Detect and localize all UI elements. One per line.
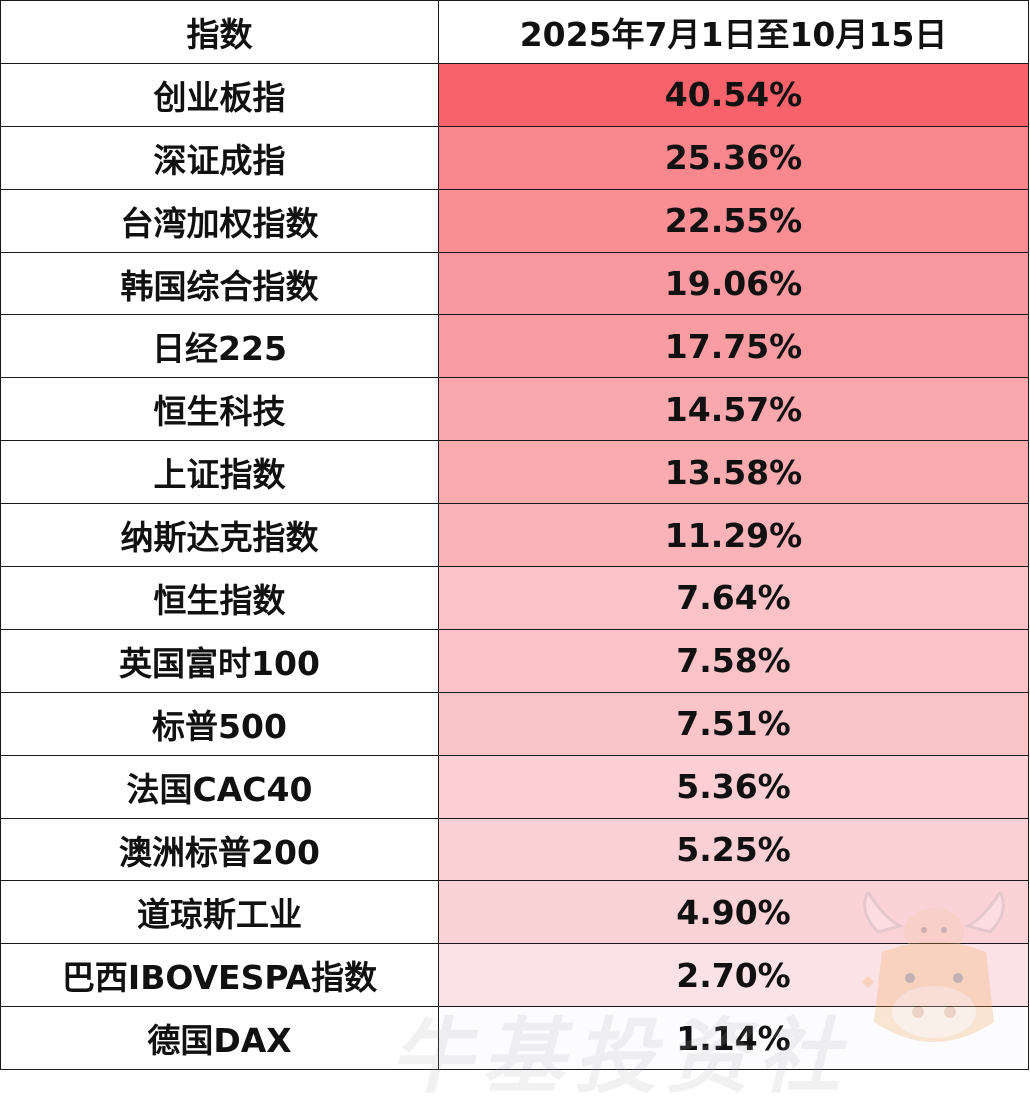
table-row: 英国富时100 7.58%	[0, 628, 1029, 693]
index-change-cell: 13.58%	[438, 440, 1029, 505]
index-change-cell: 17.75%	[438, 314, 1029, 379]
table-row: 日经225 17.75%	[0, 314, 1029, 379]
index-name-cell: 道琼斯工业	[0, 880, 439, 945]
index-name-cell: 巴西IBOVESPA指数	[0, 943, 439, 1008]
index-performance-table: 指数 2025年7月1日至10月15日 创业板指 40.54% 深证成指 25.36%…	[0, 0, 1029, 1071]
table-row: 法国CAC40 5.36%	[0, 754, 1029, 819]
index-change-cell: 1.14%	[438, 1006, 1029, 1071]
index-name-cell: 恒生指数	[0, 566, 439, 630]
index-change-cell: 25.36%	[438, 125, 1029, 190]
index-name-cell: 德国DAX	[0, 1006, 439, 1071]
index-change-cell: 7.58%	[438, 628, 1029, 693]
index-change-cell: 19.06%	[438, 251, 1029, 316]
table-row: 韩国综合指数 19.06%	[0, 251, 1029, 316]
header-period: 2025年7月1日至10月15日	[438, 0, 1029, 64]
table-header-row: 指数 2025年7月1日至10月15日	[0, 0, 1029, 64]
index-change-cell: 5.36%	[438, 754, 1029, 819]
index-change-cell: 22.55%	[438, 188, 1029, 253]
table-row: 标普500 7.51%	[0, 691, 1029, 756]
index-change-cell: 7.51%	[438, 691, 1029, 756]
index-change-cell: 14.57%	[438, 377, 1029, 442]
index-name-cell: 澳洲标普200	[0, 817, 439, 882]
index-change-cell: 11.29%	[438, 503, 1029, 568]
index-name-cell: 创业板指	[0, 62, 439, 127]
table-row: 纳斯达克指数 11.29%	[0, 503, 1029, 568]
table-row: 台湾加权指数 22.55%	[0, 188, 1029, 253]
table-row: 上证指数 13.58%	[0, 440, 1029, 505]
index-change-cell: 40.54%	[438, 62, 1029, 127]
index-change-cell: 4.90%	[438, 880, 1029, 945]
index-name-cell: 日经225	[0, 314, 439, 379]
table-row: 恒生科技 14.57%	[0, 377, 1029, 442]
index-change-cell: 7.64%	[438, 566, 1029, 630]
table-row: 道琼斯工业 4.90%	[0, 880, 1029, 945]
index-change-cell: 2.70%	[438, 943, 1029, 1008]
index-name-cell: 深证成指	[0, 125, 439, 190]
table-row: 深证成指 25.36%	[0, 125, 1029, 190]
index-name-cell: 台湾加权指数	[0, 188, 439, 253]
table-row: 恒生指数 7.64%	[0, 566, 1029, 630]
index-name-cell: 韩国综合指数	[0, 251, 439, 316]
index-name-cell: 纳斯达克指数	[0, 503, 439, 568]
index-name-cell: 法国CAC40	[0, 754, 439, 819]
table-row: 德国DAX 1.14%	[0, 1006, 1029, 1071]
index-name-cell: 恒生科技	[0, 377, 439, 442]
index-change-cell: 5.25%	[438, 817, 1029, 882]
index-name-cell: 标普500	[0, 691, 439, 756]
table-row: 创业板指 40.54%	[0, 62, 1029, 127]
header-index: 指数	[0, 0, 439, 64]
index-name-cell: 上证指数	[0, 440, 439, 505]
index-name-cell: 英国富时100	[0, 628, 439, 693]
table-row: 巴西IBOVESPA指数 2.70%	[0, 943, 1029, 1008]
table-row: 澳洲标普200 5.25%	[0, 817, 1029, 882]
